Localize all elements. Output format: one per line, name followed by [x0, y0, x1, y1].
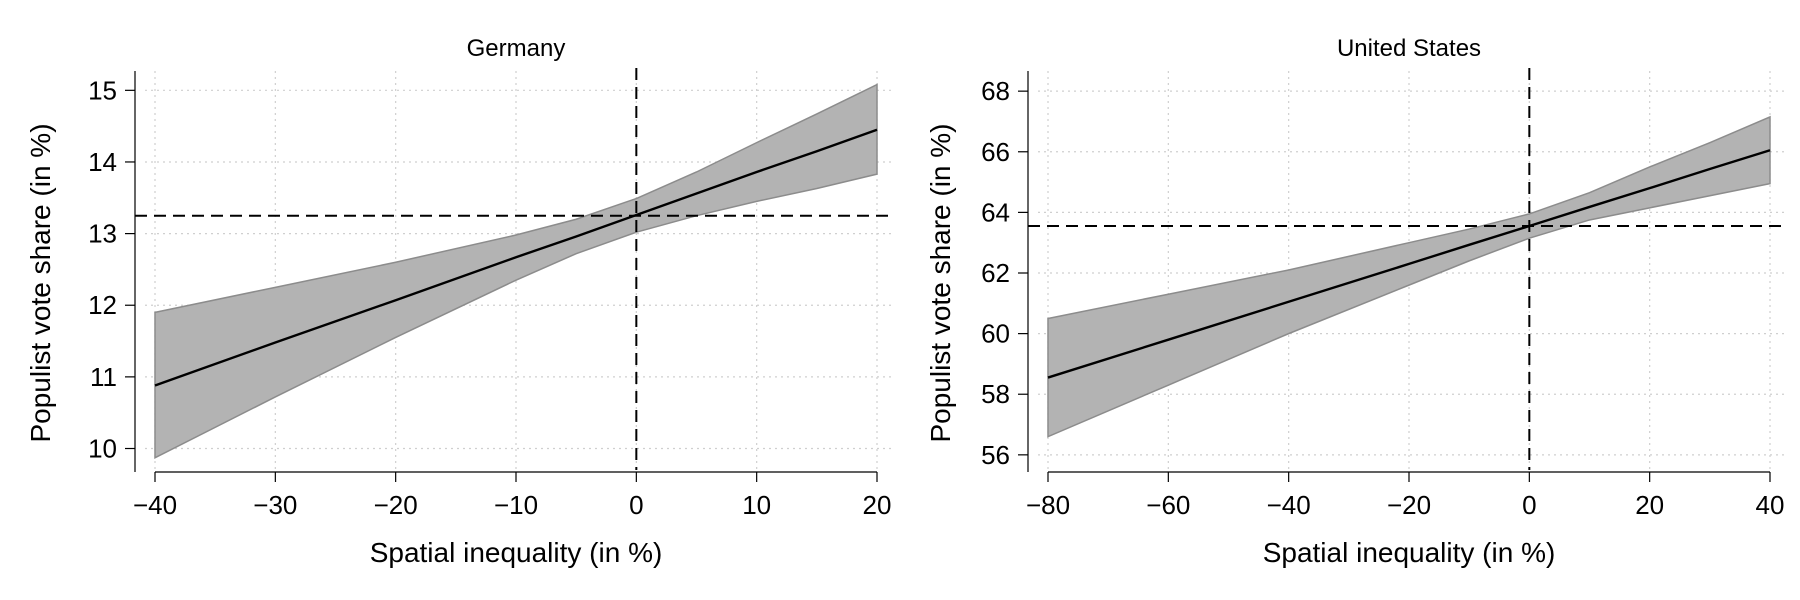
chart-0-panel: 10 11 12 13 14 15 −40 −30 −20 −10 0 10 20 Germany Spat…	[25, 35, 893, 568]
chart-0-x-tick-label-6: 20	[863, 490, 892, 520]
chart-0-x-tick-label-2: −20	[374, 490, 418, 520]
chart-0-x-tick-label-1: −30	[253, 490, 297, 520]
chart-0-y-tick-label-0: 10	[88, 434, 117, 464]
chart-1-y-tick-label-1: 58	[981, 379, 1010, 409]
chart-1-y-tick-label-4: 64	[981, 197, 1010, 227]
chart-0-y-tick-label-5: 15	[88, 75, 117, 105]
chart-0-y-tick-label-4: 14	[88, 147, 117, 177]
chart-1-x-tick-label-5: 20	[1635, 490, 1664, 520]
chart-0-confidence-band-0	[154, 83, 878, 460]
chart-1-x-tick-label-2: −40	[1267, 490, 1311, 520]
chart-0-x-tick-label-4: 0	[629, 490, 643, 520]
chart-1-y-tick-label-0: 56	[981, 440, 1010, 470]
chart-0-y-tick-label-2: 12	[88, 290, 117, 320]
chart-1-panel: 56 58 60 62 64 66 68 −80 −60 −40 −20 0 20 40 United St…	[925, 35, 1786, 568]
chart-0-x-tick-label-3: −10	[494, 490, 538, 520]
chart-0-x-tick-label-0: −40	[133, 490, 177, 520]
chart-1-y-tick-label-6: 68	[981, 76, 1010, 106]
chart-0-y-tick-label-1: 11	[90, 362, 117, 392]
chart-0-y-tick-label-3: 13	[88, 219, 117, 249]
chart-1-estimate-line-0	[1047, 149, 1771, 379]
chart-0-x-tick-label-5: 10	[742, 490, 771, 520]
chart-1-x-tick-label-6: 40	[1756, 490, 1785, 520]
chart-0-estimate-line-0	[154, 128, 878, 387]
chart-1-x-tick-label-3: −20	[1387, 490, 1431, 520]
chart-1-confidence-band-0	[1047, 115, 1771, 438]
chart-1-title: United States	[1337, 35, 1481, 62]
chart-1-y-axis-label: Populist vote share (in %)	[925, 123, 956, 442]
chart-1-x-tick-label-0: −80	[1026, 490, 1070, 520]
chart-1-y-tick-label-3: 62	[981, 258, 1010, 288]
chart-1-x-axis-label: Spatial inequality (in %)	[1263, 537, 1556, 568]
chart-1-x-tick-label-1: −60	[1146, 490, 1190, 520]
chart-0-y-axis-label: Populist vote share (in %)	[25, 123, 56, 442]
chart-1-y-tick-label-2: 60	[981, 319, 1010, 349]
chart-0-x-axis-label: Spatial inequality (in %)	[370, 537, 663, 568]
chart-1-x-tick-label-4: 0	[1522, 490, 1536, 520]
chart-1-y-tick-label-5: 66	[981, 137, 1010, 167]
chart-0-title: Germany	[467, 35, 566, 62]
